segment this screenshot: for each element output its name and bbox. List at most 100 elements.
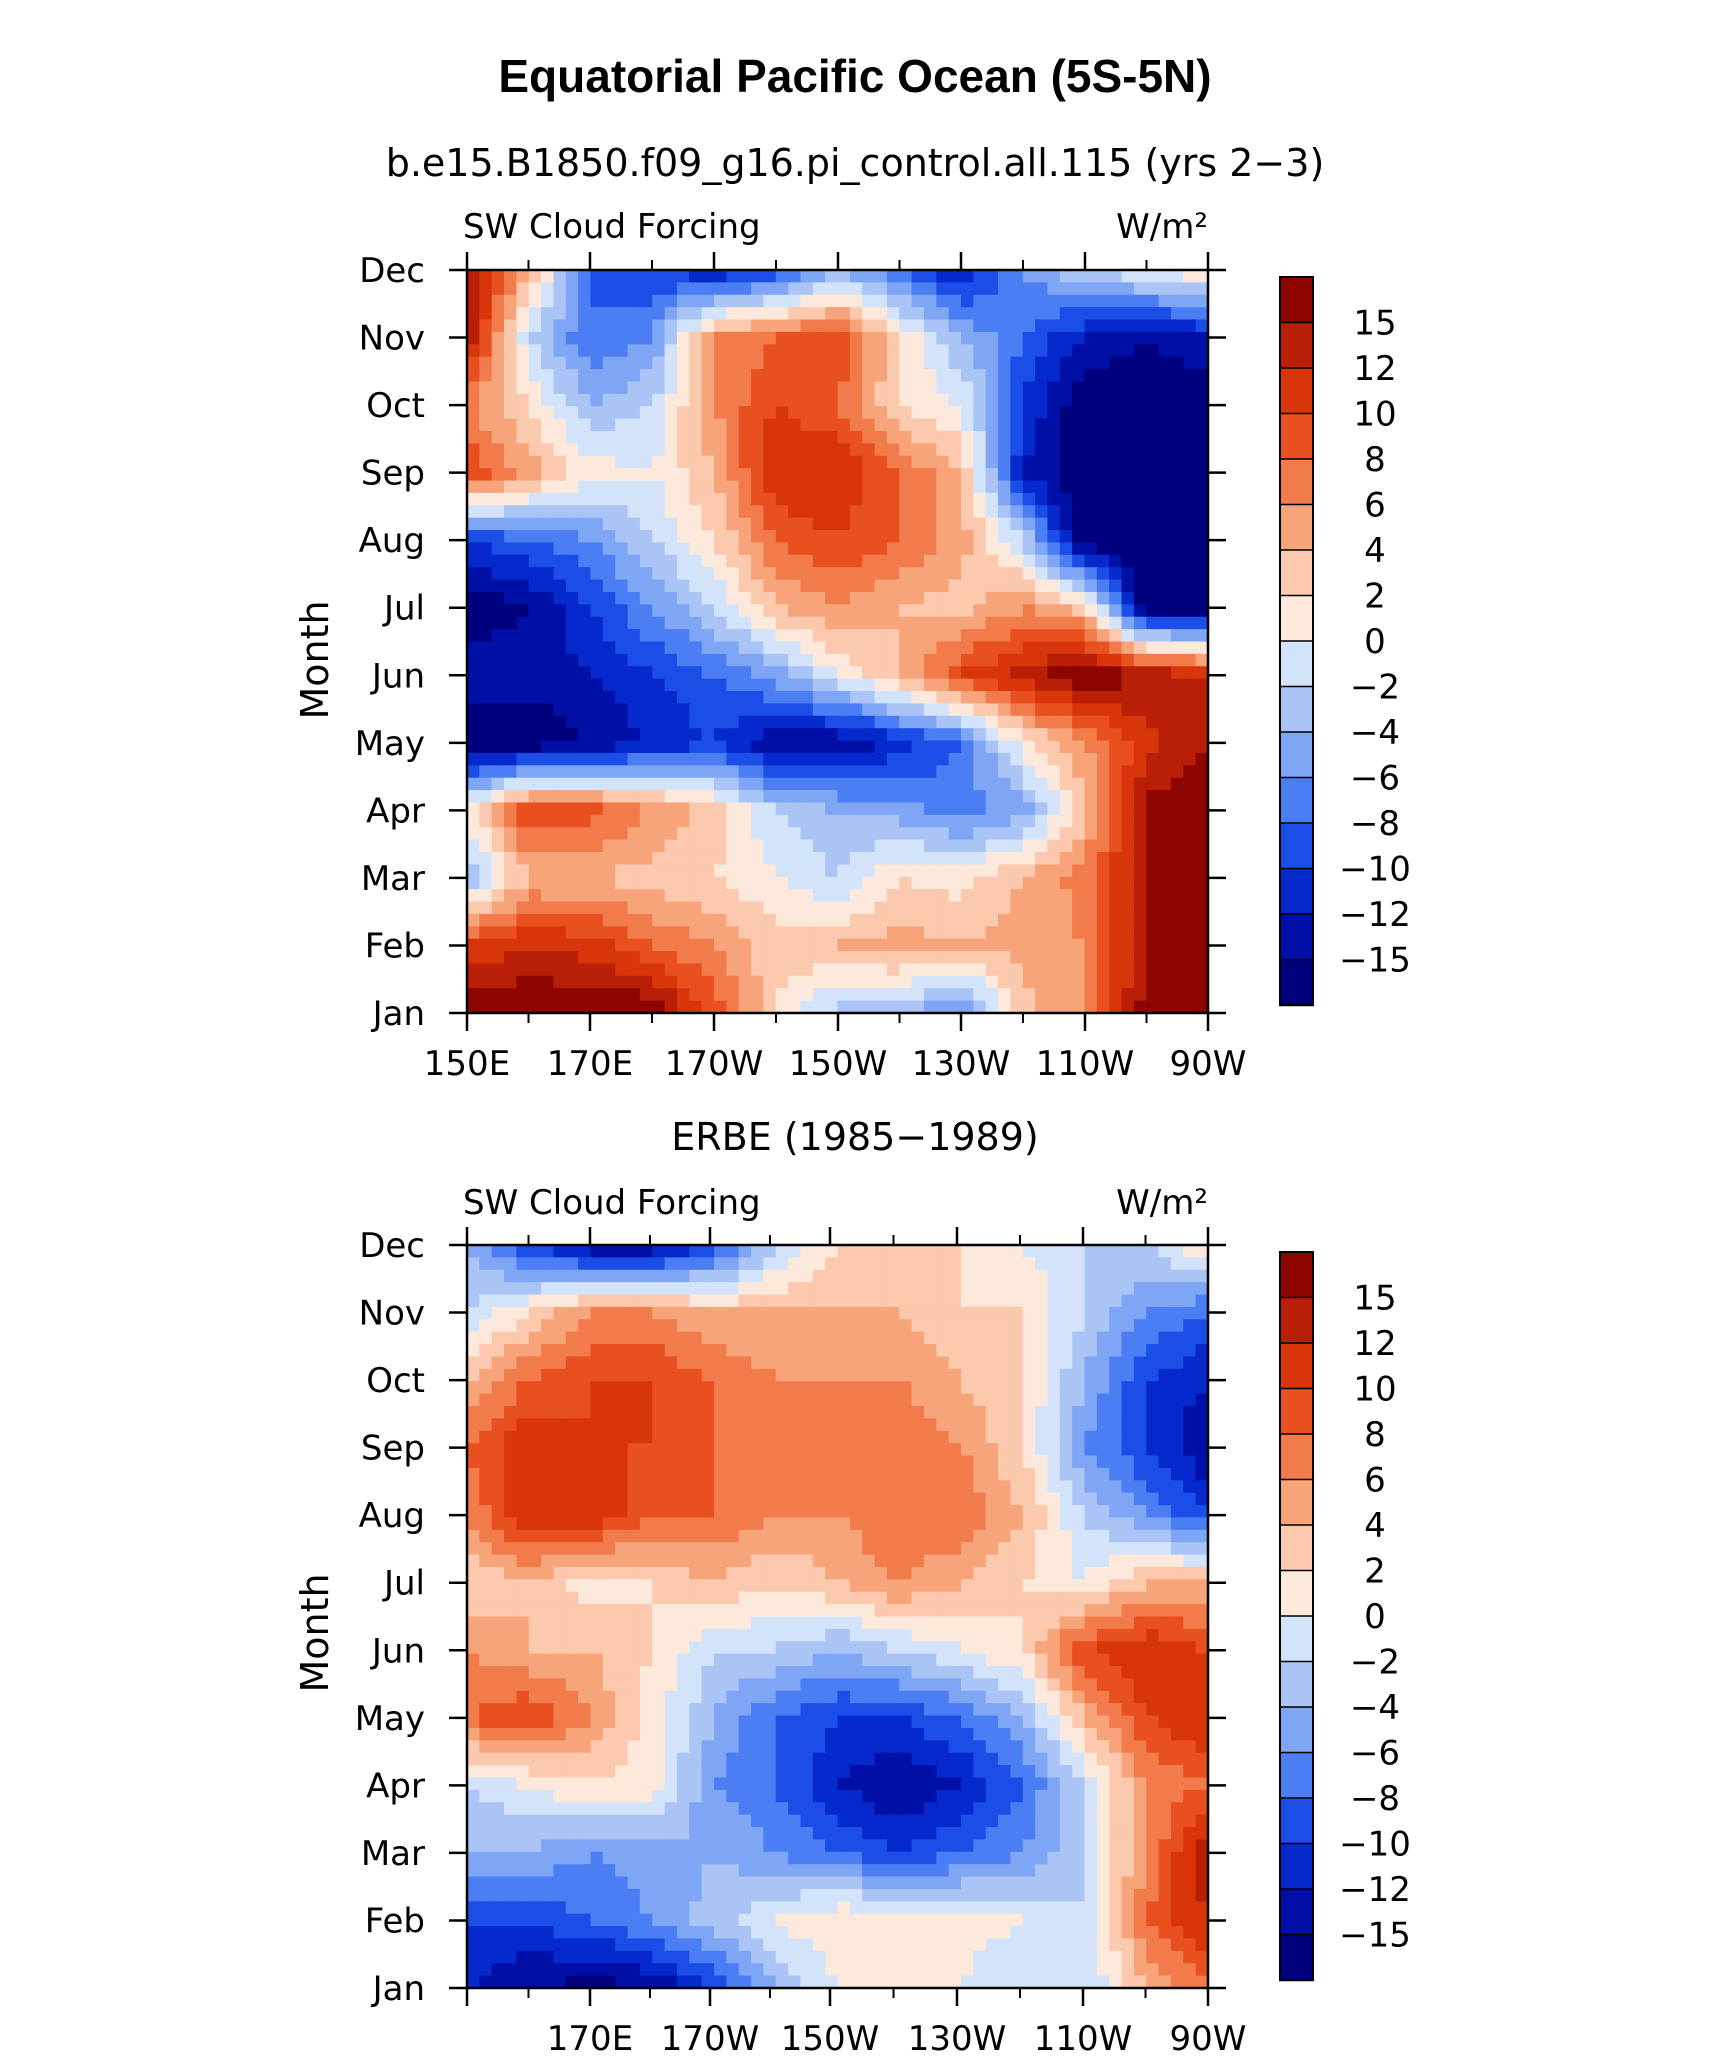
heatmap-cell [899, 517, 913, 531]
heatmap-cell [602, 381, 616, 395]
heatmap-cell [701, 282, 715, 296]
heatmap-cell [985, 765, 999, 779]
heatmap-cell [1072, 517, 1086, 531]
heatmap-cell [652, 591, 666, 605]
heatmap-cell [961, 616, 974, 630]
heatmap-cell [602, 864, 616, 878]
heatmap-cell [1072, 1443, 1086, 1457]
heatmap-cell [528, 988, 542, 1002]
heatmap-cell [849, 604, 863, 618]
heatmap-cell [1146, 913, 1160, 927]
heatmap-cell [738, 1356, 752, 1370]
heatmap-cell [627, 678, 641, 692]
heatmap-cell [1059, 790, 1073, 804]
heatmap-cell [1096, 629, 1110, 643]
heatmap-cell [479, 1418, 493, 1432]
heatmap-cell [862, 307, 876, 321]
heatmap-cell [1035, 418, 1049, 432]
heatmap-cell [1170, 1257, 1184, 1271]
heatmap-cell [726, 604, 740, 618]
heatmap-cell [578, 715, 592, 729]
heatmap-cell [504, 752, 517, 766]
heatmap-cell [874, 591, 888, 605]
heatmap-cell [961, 1467, 974, 1481]
heatmap-cell [491, 1282, 505, 1296]
heatmap-cell [800, 814, 814, 828]
heatmap-cell [726, 393, 740, 407]
heatmap-cell [923, 492, 937, 506]
heatmap-cell [936, 591, 950, 605]
heatmap-cell [886, 567, 900, 581]
heatmap-cell [998, 988, 1011, 1002]
heatmap-cell [1084, 728, 1098, 742]
heatmap-cell [553, 691, 567, 705]
heatmap-cell [763, 505, 777, 519]
heatmap-cell [1059, 1269, 1073, 1283]
heatmap-cell [491, 678, 505, 692]
heatmap-cell [1022, 1294, 1036, 1308]
heatmap-cell [837, 678, 851, 692]
heatmap-cell [590, 591, 604, 605]
heatmap-cell [516, 530, 530, 544]
heatmap-cell [664, 641, 678, 655]
heatmap-cell [849, 852, 863, 865]
heatmap-cell [615, 1356, 629, 1370]
heatmap-cell [1170, 1393, 1184, 1407]
heatmap-cell [825, 901, 839, 915]
heatmap-cell [504, 1381, 517, 1395]
heatmap-cell [652, 740, 666, 754]
heatmap-cell [664, 691, 678, 705]
heatmap-cell [565, 852, 579, 865]
heatmap-cell [553, 430, 567, 444]
heatmap-cell [664, 1245, 678, 1258]
heatmap-cell [726, 1269, 740, 1283]
heatmap-cell [1072, 715, 1086, 729]
heatmap-cell [1121, 629, 1135, 643]
heatmap-cell [973, 530, 987, 544]
heatmap-cell [1010, 1455, 1024, 1469]
heatmap-cell [886, 554, 900, 568]
heatmap-cell [874, 752, 888, 766]
heatmap-cell [1059, 1492, 1073, 1506]
heatmap-cell [627, 913, 641, 927]
heatmap-cell [899, 703, 913, 717]
heatmap-cell [1022, 381, 1036, 395]
heatmap-cell [1121, 480, 1135, 494]
heatmap-cell [948, 765, 962, 779]
heatmap-cell [948, 1381, 962, 1395]
heatmap-cell [862, 430, 876, 444]
heatmap-cell [923, 381, 937, 395]
heatmap-cell [936, 864, 950, 878]
heatmap-cell [652, 356, 666, 370]
heatmap-cell [825, 913, 839, 927]
heatmap-cell [714, 591, 727, 605]
heatmap-cell [775, 975, 789, 989]
heatmap-cell [726, 480, 740, 494]
heatmap-cell [516, 443, 530, 457]
heatmap-cell [800, 468, 814, 482]
colorbar-swatch [1279, 731, 1314, 779]
heatmap-cell [701, 579, 715, 593]
heatmap-cell [676, 777, 690, 791]
heatmap-cell [528, 406, 542, 420]
heatmap-cell [1133, 653, 1147, 667]
heatmap-cell [1109, 393, 1123, 407]
heatmap-cell [1109, 591, 1123, 605]
heatmap-cell [1035, 1480, 1049, 1494]
heatmap-cell [1096, 542, 1110, 556]
heatmap-cell [541, 616, 555, 630]
heatmap-cell [775, 369, 789, 383]
heatmap-cell [1183, 653, 1197, 667]
heatmap-cell [1022, 1443, 1036, 1457]
heatmap-cell [961, 567, 974, 581]
heatmap-cell [973, 480, 987, 494]
heatmap-cell [565, 344, 579, 358]
heatmap-cell [553, 1245, 567, 1258]
heatmap-cell [627, 480, 641, 494]
heatmap-cell [788, 827, 802, 841]
heatmap-cell [602, 616, 616, 630]
heatmap-cell [1170, 393, 1184, 407]
heatmap-cell [639, 1480, 653, 1494]
heatmap-cell [541, 393, 555, 407]
heatmap-cell [726, 1418, 740, 1432]
